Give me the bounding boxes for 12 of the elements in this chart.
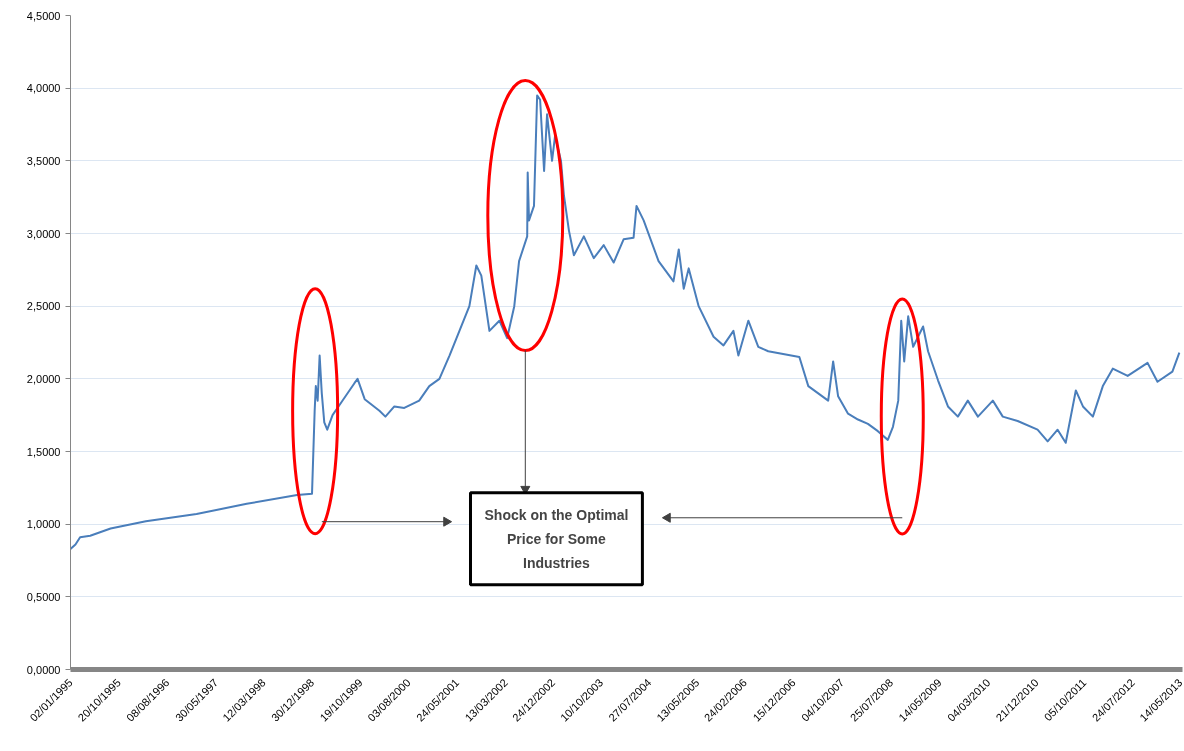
y-tick-label: 3,0000: [26, 227, 61, 240]
annotation: Shock on the Optimal Price for Some Industries: [484, 506, 629, 571]
y-tick-label: 1,0000: [26, 518, 61, 531]
y-tick-label: 4,5000: [26, 9, 61, 22]
y-tick-label: 0,0000: [26, 663, 61, 676]
y-tick-label: 4,0000: [26, 82, 61, 95]
y-tick-label: 1,5000: [26, 445, 61, 458]
y-tick-label: 0,5000: [26, 590, 61, 603]
y-tick-label: 3,5000: [26, 154, 61, 167]
y-tick-label: 2,0000: [26, 372, 61, 385]
y-tick-label: 2,5000: [26, 300, 61, 313]
line-series: [70, 94, 1181, 550]
